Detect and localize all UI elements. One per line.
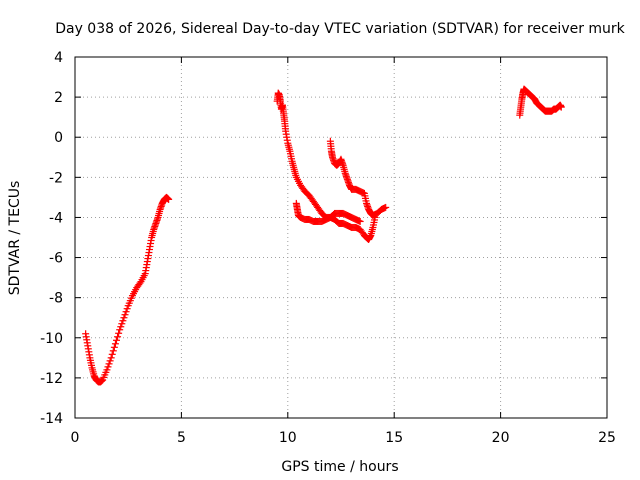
data-point — [122, 308, 130, 316]
y-tick-label: -4 — [49, 210, 63, 226]
y-tick-label: -8 — [49, 291, 63, 307]
data-point — [107, 354, 115, 362]
data-point — [103, 366, 111, 374]
data-point — [105, 360, 113, 368]
plot-frame — [74, 56, 608, 419]
y-tick-label: 4 — [54, 50, 63, 66]
x-axis-label: GPS time / hours — [281, 459, 398, 475]
data-point — [119, 317, 127, 325]
chart-title: Day 038 of 2026, Sidereal Day-to-day VTE… — [55, 21, 625, 37]
data-point — [111, 340, 119, 348]
y-tick-label: -10 — [40, 331, 63, 347]
y-axis-label: SDTVAR / TECUs — [7, 181, 23, 296]
x-tick-label: 20 — [492, 430, 510, 446]
data-point — [121, 311, 129, 319]
data-point — [112, 336, 120, 344]
y-tick-label: -6 — [49, 251, 63, 267]
data-point — [165, 195, 173, 203]
y-tick-label: 0 — [54, 130, 63, 146]
data-point — [136, 279, 144, 287]
data-point — [106, 357, 114, 365]
y-tick-label: -2 — [49, 170, 63, 186]
x-tick-label: 0 — [71, 430, 80, 446]
data-point — [382, 203, 390, 211]
data-point — [108, 350, 116, 358]
x-tick-label: 15 — [385, 430, 403, 446]
x-tick-label: 25 — [598, 430, 616, 446]
data-points — [82, 85, 565, 386]
data-point — [118, 320, 126, 328]
data-point — [109, 347, 117, 355]
data-point — [114, 333, 122, 341]
data-point — [104, 363, 112, 371]
data-point — [120, 314, 128, 322]
data-point — [115, 329, 123, 337]
data-point — [110, 343, 118, 351]
x-tick-label: 5 — [177, 430, 186, 446]
data-point — [557, 103, 565, 111]
data-point — [116, 326, 124, 334]
grid-lines — [75, 57, 607, 418]
plot-border — [74, 56, 608, 419]
y-tick-label: 2 — [54, 90, 63, 106]
y-tick-label: -12 — [40, 371, 63, 387]
x-tick-labels: 0 5 10 15 20 25 — [71, 430, 616, 446]
y-tick-label: -14 — [40, 411, 63, 427]
data-point — [117, 323, 125, 331]
data-point — [123, 305, 131, 313]
axis-ticks — [74, 56, 608, 419]
y-tick-labels: -14 -12 -10 -8 -6 -4 -2 0 2 4 — [40, 50, 63, 427]
x-tick-label: 10 — [279, 430, 297, 446]
data-point — [356, 217, 364, 225]
